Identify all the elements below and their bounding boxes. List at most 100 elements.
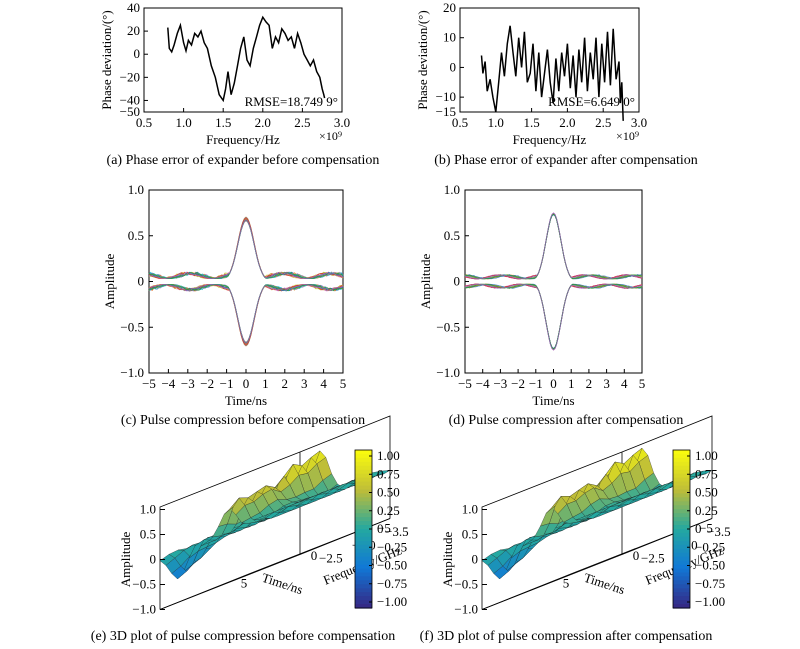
freq-tick-label-e: −2.5 <box>319 551 343 566</box>
x-tick-label-c: −5 <box>142 376 156 391</box>
x-tick-label-d: −2 <box>511 376 525 391</box>
x-tick-label-d: 0 <box>550 376 557 391</box>
y-tick-label-a: −40 <box>120 92 140 107</box>
pulse-trace-d <box>464 212 643 280</box>
x-tick-label-c: −1 <box>220 376 234 391</box>
x-tick-label-c: 2 <box>282 376 289 391</box>
z-axis-label-e: Amplitude <box>118 531 133 587</box>
x-tick-label-d: −3 <box>493 376 507 391</box>
colorbar-segment-e <box>355 457 372 463</box>
pulse-trace-c <box>148 283 344 343</box>
surface-patch-f <box>481 554 498 566</box>
pulse-trace-c <box>148 219 344 280</box>
colorbar-tick-label-e: 0.75 <box>377 466 400 481</box>
pulse-trace-d <box>464 213 643 280</box>
x-tick-label-b: 3.0 <box>631 115 647 130</box>
colorbar-tick-label-e: −1.00 <box>377 594 407 609</box>
x-multiplier-a: ×10⁹ <box>319 129 342 143</box>
colorbar-segment-f <box>673 536 690 542</box>
x-tick-label-a: 1.0 <box>175 115 191 130</box>
z-tick-label-f: 0.5 <box>462 527 478 542</box>
pulse-trace-d <box>464 212 643 280</box>
pulse-trace-c <box>148 220 344 279</box>
colorbar-segment-e <box>355 604 372 609</box>
pulse-trace-d <box>464 213 643 280</box>
z-tick-label-e: 1.0 <box>140 502 156 517</box>
y-tick-label-d: 0 <box>454 274 461 289</box>
colorbar-segment-f <box>673 525 690 530</box>
colorbar-segment-e <box>355 505 372 510</box>
x-tick-label-b: 1.0 <box>488 115 504 130</box>
plot-frame-b <box>459 7 640 113</box>
colorbar-segment-f <box>673 532 690 538</box>
colorbar-segment-e <box>355 580 372 585</box>
pulse-trace-d <box>464 283 643 350</box>
pulse-trace-d <box>464 283 643 350</box>
x-tick-label-d: −5 <box>458 376 472 391</box>
time-axis-label-e: Time/ns <box>260 570 305 597</box>
caption-d: (d) Pulse compression after compensation <box>448 413 684 428</box>
colorbar-segment-f <box>673 453 690 459</box>
colorbar-segment-e <box>355 513 372 518</box>
time-tick-label-e: 5 <box>241 576 248 591</box>
x-tick-label-d: 5 <box>639 376 646 391</box>
x-axis-label-c: Time/ns <box>225 393 267 408</box>
y-tick-label-c: 0.5 <box>128 228 144 243</box>
colorbar-tick-label-e: 0.50 <box>377 485 400 500</box>
z-tick-label-f: 0 <box>472 552 479 567</box>
z-tick-label-e: −1.0 <box>132 602 156 617</box>
pulse-trace-c <box>148 219 344 279</box>
colorbar-segment-f <box>673 588 690 593</box>
pulse-trace-d <box>464 213 643 280</box>
time-tick-label-f: 5 <box>563 576 570 591</box>
y-tick-label-a: 0 <box>134 46 141 61</box>
plot-frame-d <box>464 189 643 374</box>
colorbar-segment-e <box>355 560 372 566</box>
y-tick-label-c: −0.5 <box>120 319 144 334</box>
z-tick-label-f: −1.0 <box>454 602 478 617</box>
x-tick-label-c: 1 <box>262 376 269 391</box>
colorbar-segment-f <box>673 544 690 550</box>
pulse-trace-d <box>464 283 643 350</box>
colorbar-tick-label-f: 0 <box>695 521 702 536</box>
pulse-trace-c <box>148 216 344 279</box>
x-tick-label-a: 3.0 <box>334 115 350 130</box>
colorbar-segment-f <box>673 505 690 510</box>
z-tick-label-f: −0.5 <box>454 577 478 592</box>
colorbar-segment-f <box>673 465 690 471</box>
freq-tick-label-f: −3.5 <box>707 524 731 539</box>
pulse-trace-c <box>148 283 344 345</box>
pulse-trace-d <box>464 213 643 280</box>
caption-a: (a) Phase error of expander before compe… <box>106 153 380 168</box>
colorbar-segment-e <box>355 540 372 546</box>
colorbar-segment-e <box>355 529 372 534</box>
colorbar-segment-f <box>673 481 690 487</box>
y-tick-label-d: −1.0 <box>436 365 460 380</box>
axes-base-f <box>481 518 713 610</box>
y-tick-label-b: −10 <box>436 89 456 104</box>
colorbar-segment-e <box>355 469 372 475</box>
colorbar-tick-label-e: 0.25 <box>377 503 400 518</box>
pulse-trace-c <box>148 283 344 345</box>
pulse-trace-d <box>464 213 643 280</box>
pulse-trace-c <box>148 284 344 347</box>
x-tick-label-c: 3 <box>301 376 308 391</box>
colorbar-segment-f <box>673 556 690 562</box>
colorbar-segment-e <box>355 564 372 570</box>
colorbar-segment-e <box>355 588 372 593</box>
colorbar-segment-f <box>673 521 690 526</box>
colorbar-segment-f <box>673 473 690 479</box>
colorbar-segment-e <box>355 501 372 506</box>
time-tick-label-e: 0 <box>311 548 318 563</box>
colorbar-tick-label-f: 0.50 <box>695 485 718 500</box>
colorbar-segment-e <box>355 572 372 577</box>
colorbar-segment-e <box>355 481 372 487</box>
colorbar-tick-label-e: 1.00 <box>377 448 400 463</box>
pulse-trace-c <box>148 283 344 345</box>
colorbar-segment-f <box>673 450 690 455</box>
pulse-trace-c <box>148 218 344 280</box>
colorbar-segment-e <box>355 517 372 522</box>
pulse-trace-d <box>464 213 643 280</box>
y-tick-label-a: −20 <box>120 69 140 84</box>
colorbar-segment-e <box>355 493 372 498</box>
